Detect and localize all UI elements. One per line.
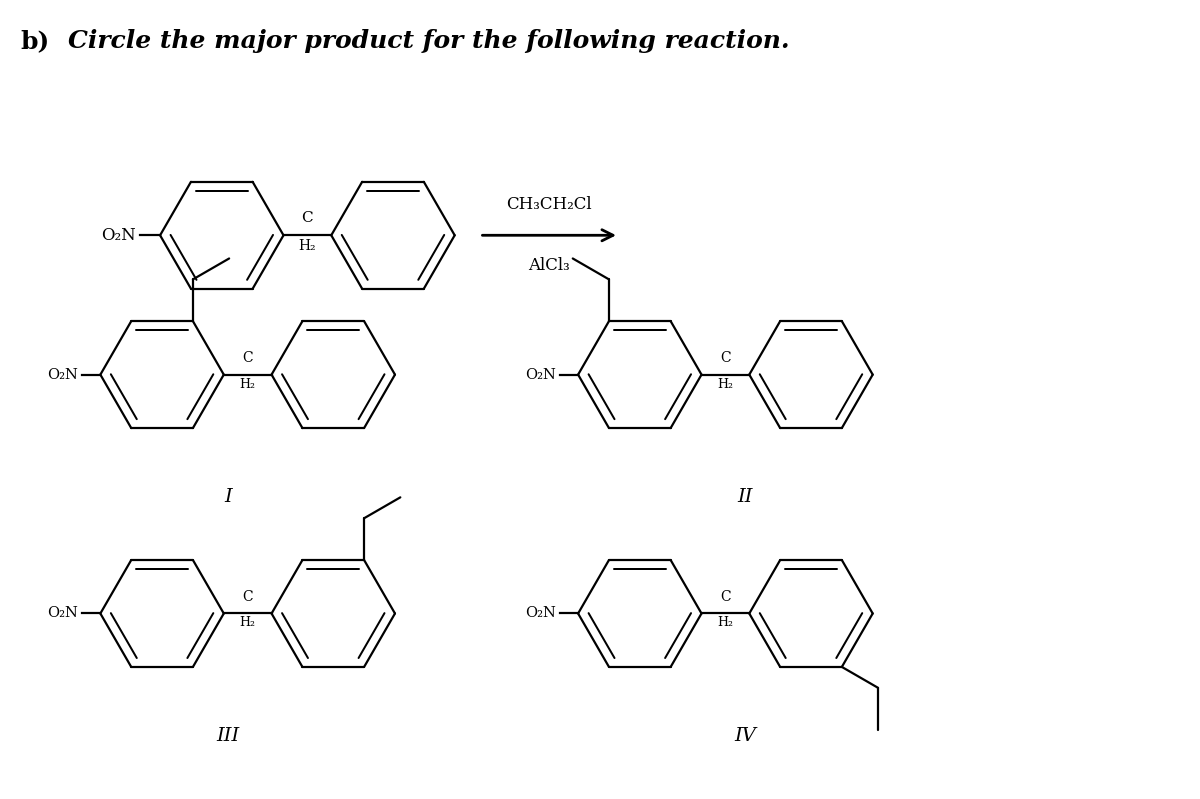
Text: Circle the major product for the following reaction.: Circle the major product for the followi… [67, 30, 790, 54]
Text: III: III [216, 727, 239, 745]
Text: H₂: H₂ [299, 239, 317, 253]
Text: H₂: H₂ [718, 617, 733, 630]
Text: C: C [301, 211, 313, 225]
Text: O₂N: O₂N [48, 606, 78, 621]
Text: b): b) [20, 30, 50, 54]
Text: O₂N: O₂N [526, 368, 557, 382]
Text: C: C [242, 590, 253, 603]
Text: I: I [224, 488, 232, 506]
Text: C: C [720, 351, 731, 364]
Text: O₂N: O₂N [526, 606, 557, 621]
Text: II: II [738, 488, 754, 506]
Text: H₂: H₂ [718, 378, 733, 391]
Text: C: C [720, 590, 731, 603]
Text: H₂: H₂ [240, 617, 256, 630]
Text: IV: IV [734, 727, 756, 745]
Text: O₂N: O₂N [102, 227, 137, 244]
Text: CH₃CH₂Cl: CH₃CH₂Cl [506, 197, 592, 213]
Text: C: C [242, 351, 253, 364]
Text: AlCl₃: AlCl₃ [528, 257, 570, 274]
Text: O₂N: O₂N [48, 368, 78, 382]
Text: H₂: H₂ [240, 378, 256, 391]
